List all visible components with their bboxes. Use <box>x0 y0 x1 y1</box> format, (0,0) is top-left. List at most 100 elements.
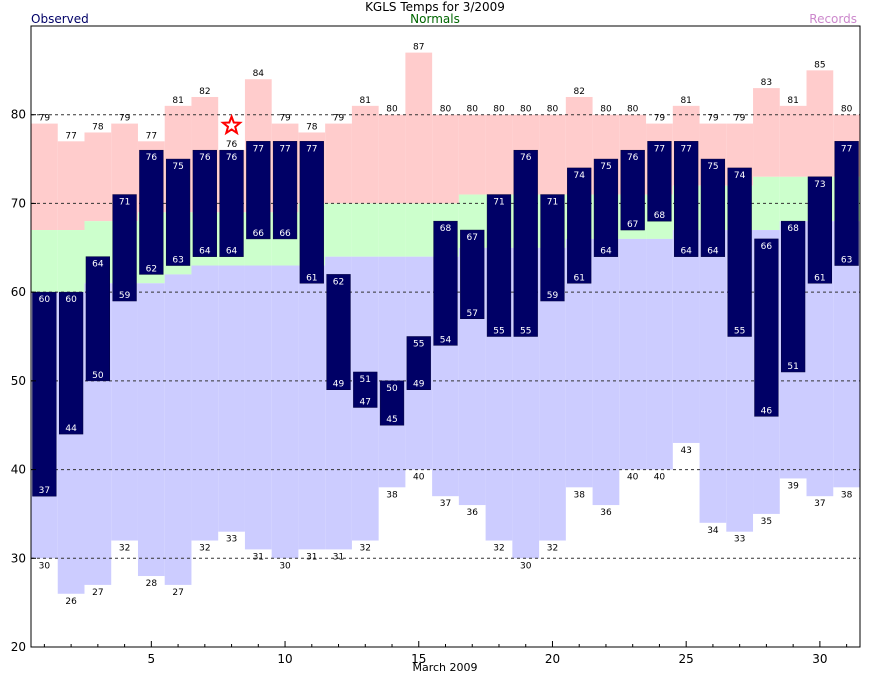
record-low-label: 35 <box>761 517 772 527</box>
record-high-label: 80 <box>547 105 559 115</box>
observed-high-label: 60 <box>65 295 77 305</box>
x-tick-label: 15 <box>411 652 426 666</box>
record-high-label: 82 <box>573 87 584 97</box>
record-low-band <box>646 238 673 470</box>
record-high-band <box>378 114 406 204</box>
observed-low-label: 47 <box>360 397 371 407</box>
observed-bar <box>593 158 619 257</box>
x-tick-label: 10 <box>277 652 292 666</box>
observed-high-label: 50 <box>386 384 398 394</box>
record-high-label: 77 <box>146 131 157 141</box>
observed-high-label: 77 <box>680 144 691 154</box>
record-high-band <box>57 141 85 231</box>
observed-high-label: 75 <box>600 162 611 172</box>
observed-bar <box>192 149 217 257</box>
observed-bar <box>219 149 244 257</box>
record-high-label: 79 <box>654 114 666 124</box>
record-low-band <box>137 283 165 577</box>
value-labels-layer: 60 37 79 30 60 44 77 26 64 50 78 27 71 59 79 32 76 62 77 28… <box>39 43 853 607</box>
observed-high-label: 77 <box>841 144 852 154</box>
normal-band <box>57 230 85 293</box>
record-high-label: 78 <box>92 122 104 132</box>
observed-high-label: 71 <box>493 198 504 208</box>
observed-low-label: 37 <box>39 486 50 496</box>
observed-high-label: 74 <box>573 171 585 181</box>
record-high-label: 80 <box>600 105 612 115</box>
record-high-band <box>485 114 513 195</box>
observed-high-label: 77 <box>654 144 665 154</box>
record-low-label: 36 <box>600 508 612 518</box>
observed-low-label: 55 <box>734 327 745 337</box>
normal-band <box>378 203 406 257</box>
record-high-label: 76 <box>226 140 238 150</box>
record-low-label: 31 <box>253 552 264 562</box>
record-low-label: 40 <box>413 473 425 483</box>
x-tick-label: 25 <box>679 652 694 666</box>
y-tick-label: 50 <box>11 374 26 388</box>
record-low-band <box>672 230 700 443</box>
observed-low-label: 55 <box>493 327 504 337</box>
observed-low-label: 61 <box>306 273 317 283</box>
y-tick-label: 20 <box>11 640 26 654</box>
record-high-band <box>31 123 58 231</box>
record-low-label: 38 <box>386 490 398 500</box>
observed-high-label: 62 <box>333 277 344 287</box>
observed-high-label: 76 <box>199 153 211 163</box>
observed-high-label: 75 <box>172 162 183 172</box>
record-low-label: 30 <box>520 561 532 571</box>
record-low-label: 32 <box>360 544 371 554</box>
record-low-label: 27 <box>92 588 103 598</box>
observed-low-label: 61 <box>573 273 584 283</box>
record-high-label: 87 <box>413 43 424 53</box>
observed-bar <box>781 220 806 373</box>
record-high-band <box>779 105 807 177</box>
x-tick-label: 30 <box>812 652 827 666</box>
record-high-label: 81 <box>787 96 798 106</box>
observed-bar <box>379 380 405 426</box>
observed-high-label: 64 <box>92 260 104 270</box>
record-low-label: 38 <box>841 490 853 500</box>
record-high-label: 79 <box>119 114 131 124</box>
record-high-label: 81 <box>172 96 183 106</box>
observed-low-label: 46 <box>761 406 773 416</box>
normal-band <box>351 203 379 257</box>
record-high-label: 79 <box>333 114 345 124</box>
record-low-label: 31 <box>306 552 317 562</box>
observed-bar <box>299 141 324 284</box>
observed-bar <box>754 238 779 417</box>
observed-high-label: 74 <box>734 171 746 181</box>
observed-low-label: 64 <box>226 247 238 257</box>
record-high-band <box>405 52 433 204</box>
observed-high-label: 68 <box>787 224 799 234</box>
record-low-label: 30 <box>279 561 291 571</box>
record-low-label: 37 <box>814 499 825 509</box>
record-high-label: 81 <box>680 96 691 106</box>
observed-low-label: 64 <box>707 247 719 257</box>
record-low-label: 32 <box>119 544 130 554</box>
observed-high-label: 77 <box>279 144 290 154</box>
observed-high-label: 76 <box>627 153 639 163</box>
records-legend-label: Records <box>809 12 857 26</box>
record-high-band <box>351 105 379 204</box>
normal-band <box>325 203 352 257</box>
record-low-band <box>218 265 245 532</box>
observed-high-label: 76 <box>226 153 238 163</box>
observed-low-label: 63 <box>172 256 183 266</box>
record-high-label: 80 <box>386 105 398 115</box>
observed-bar <box>486 194 512 337</box>
record-low-label: 40 <box>654 473 666 483</box>
record-high-band <box>458 114 486 195</box>
record-low-band <box>111 283 138 541</box>
y-tick-label: 70 <box>11 196 26 210</box>
observed-high-label: 77 <box>306 144 317 154</box>
observed-high-label: 60 <box>39 295 51 305</box>
observed-bar <box>32 291 57 497</box>
observed-low-label: 63 <box>841 256 852 266</box>
record-low-band <box>271 265 299 559</box>
y-tick-label: 30 <box>11 551 26 565</box>
observed-high-label: 67 <box>467 233 478 243</box>
record-high-label: 79 <box>734 114 746 124</box>
record-high-label: 79 <box>39 114 51 124</box>
record-low-band <box>592 238 620 506</box>
record-low-band <box>244 265 272 550</box>
